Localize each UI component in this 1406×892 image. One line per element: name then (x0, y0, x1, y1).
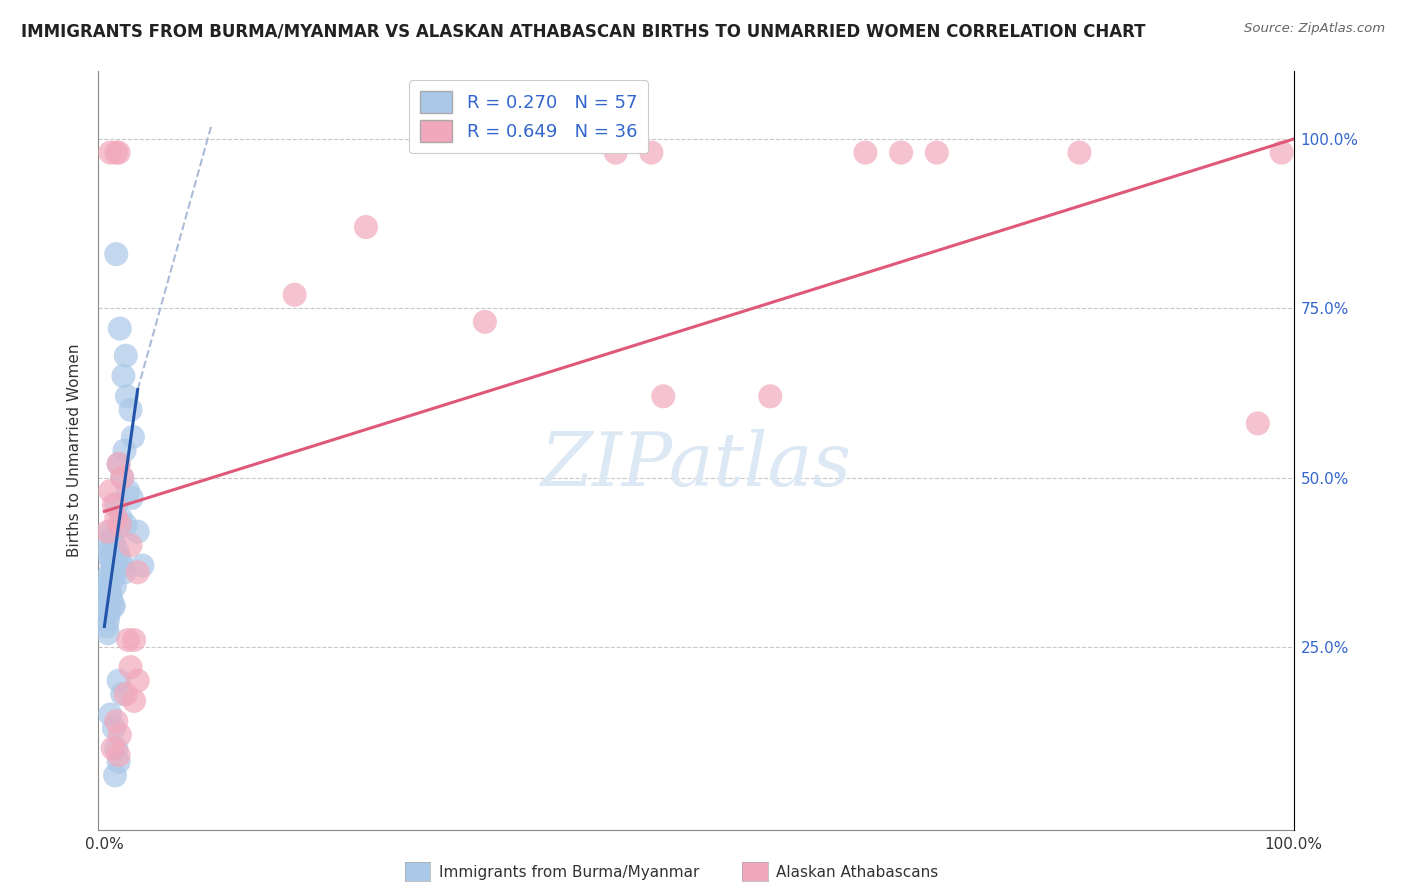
Point (98, 585, 121, 599)
Point (1069, 145, 1091, 160)
Y-axis label: Births to Unmarried Women: Births to Unmarried Women (67, 343, 83, 558)
Point (605, 145, 627, 160)
Point (98, 585, 121, 599)
Point (855, 145, 877, 160)
Point (127, 566, 149, 580)
Text: Alaskan Athabascans: Alaskan Athabascans (776, 865, 938, 880)
Point (108, 517, 131, 532)
Point (104, 566, 127, 580)
Point (115, 389, 138, 403)
Point (1247, 417, 1270, 431)
Point (101, 599, 124, 614)
Point (890, 145, 912, 160)
Point (117, 484, 139, 499)
Point (107, 755, 129, 769)
Point (107, 545, 129, 559)
Point (122, 430, 145, 444)
Point (107, 748, 129, 763)
Text: ZIPatlas: ZIPatlas (540, 429, 852, 502)
Point (114, 349, 136, 363)
Point (105, 145, 128, 160)
Point (284, 287, 307, 301)
Point (98, 524, 121, 539)
Point (97, 579, 120, 593)
Point (114, 443, 136, 458)
Point (103, 721, 125, 735)
Point (120, 402, 142, 417)
Point (101, 532, 124, 546)
Point (105, 714, 128, 729)
Point (107, 457, 129, 471)
Point (111, 558, 134, 573)
Point (112, 369, 135, 384)
Point (107, 673, 129, 688)
Point (131, 558, 153, 573)
Point (97, 613, 120, 627)
Point (120, 660, 142, 674)
Point (105, 498, 128, 512)
Point (97, 524, 120, 539)
Point (96, 606, 118, 620)
Point (640, 145, 662, 160)
Point (105, 247, 128, 261)
Point (108, 728, 131, 742)
Point (108, 321, 131, 335)
Point (105, 741, 128, 756)
Point (114, 687, 136, 701)
Point (111, 687, 134, 701)
Point (98, 145, 121, 160)
Point (474, 315, 496, 329)
Point (100, 592, 122, 607)
Point (97, 538, 120, 552)
Point (96, 619, 118, 633)
Point (94, 579, 117, 593)
Point (127, 673, 149, 688)
Point (122, 694, 145, 708)
Point (101, 558, 124, 573)
Point (107, 457, 129, 471)
Point (105, 511, 128, 525)
Point (98, 484, 121, 499)
Point (94, 599, 117, 614)
Text: Source: ZipAtlas.com: Source: ZipAtlas.com (1244, 22, 1385, 36)
Point (96, 572, 118, 586)
Point (97, 626, 120, 640)
Point (104, 538, 127, 552)
Point (111, 470, 134, 484)
Point (103, 599, 125, 614)
Point (114, 566, 136, 580)
Point (925, 145, 948, 160)
Point (98, 551, 121, 566)
Point (101, 741, 124, 756)
Point (100, 551, 122, 566)
Point (117, 633, 139, 648)
Point (127, 524, 149, 539)
Text: IMMIGRANTS FROM BURMA/MYANMAR VS ALASKAN ATHABASCAN BIRTHS TO UNMARRIED WOMEN CO: IMMIGRANTS FROM BURMA/MYANMAR VS ALASKAN… (21, 22, 1146, 40)
Point (98, 566, 121, 580)
Point (96, 592, 118, 607)
Legend: R = 0.270   N = 57, R = 0.649   N = 36: R = 0.270 N = 57, R = 0.649 N = 36 (409, 80, 648, 153)
Point (120, 538, 142, 552)
Text: Immigrants from Burma/Myanmar: Immigrants from Burma/Myanmar (439, 865, 699, 880)
Point (98, 707, 121, 722)
Point (104, 579, 127, 593)
Point (759, 389, 782, 403)
Point (111, 470, 134, 484)
Point (98, 545, 121, 559)
Point (104, 768, 127, 782)
Point (101, 572, 124, 586)
Point (121, 491, 143, 505)
Point (1271, 145, 1294, 160)
Point (354, 220, 377, 235)
Point (114, 517, 136, 532)
Point (98, 606, 121, 620)
Point (122, 633, 145, 648)
Point (103, 498, 125, 512)
Point (108, 551, 131, 566)
Point (107, 145, 129, 160)
Point (97, 599, 120, 614)
Point (110, 511, 132, 525)
Point (652, 389, 675, 403)
